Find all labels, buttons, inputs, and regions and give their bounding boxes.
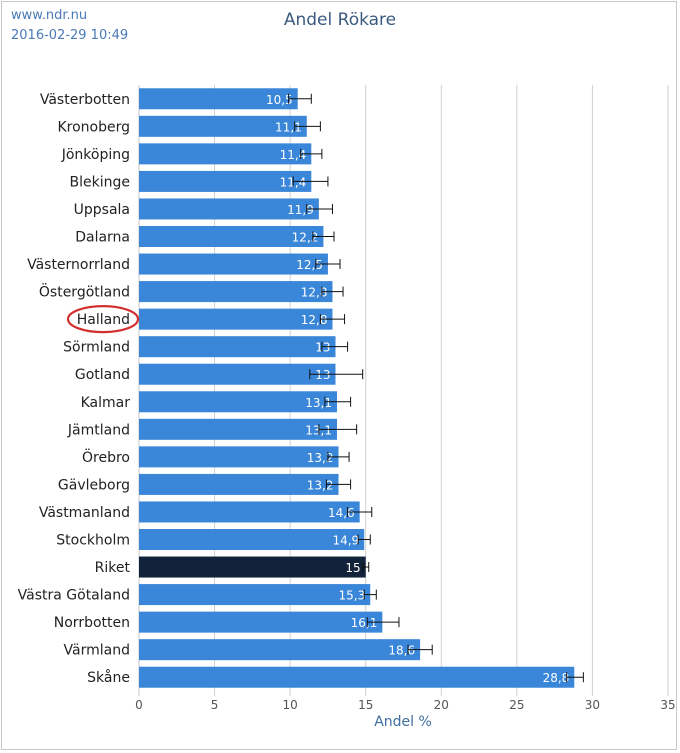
value-label: 12,2 (292, 231, 319, 245)
bar (139, 639, 421, 661)
category-label: Västerbotten (40, 92, 130, 108)
x-tick-label: 5 (211, 698, 219, 712)
bar (139, 666, 575, 688)
value-label: 14,6 (328, 506, 355, 520)
value-label: 14,9 (332, 534, 359, 548)
category-label: Östergötland (39, 283, 130, 301)
value-label: 13,1 (305, 396, 332, 410)
value-label: 13,2 (307, 478, 334, 492)
highlight-circle (66, 305, 140, 334)
category-label: Kalmar (81, 395, 131, 411)
bar (139, 170, 312, 192)
category-label: Jönköping (61, 147, 130, 163)
timestamp: 2016-02-29 10:49 (11, 28, 129, 43)
site-url[interactable]: www.ndr.nu (11, 8, 88, 23)
category-label: Riket (95, 560, 131, 576)
bar (139, 611, 383, 633)
bar (139, 336, 336, 358)
value-label: 12,5 (296, 258, 323, 272)
bar (139, 88, 298, 110)
value-label: 28,8 (543, 671, 570, 685)
category-label: Västernorrland (27, 257, 130, 273)
category-label: Västra Götaland (18, 588, 130, 604)
bar (139, 529, 365, 550)
bar (139, 198, 319, 220)
bar (139, 556, 366, 578)
category-label: Dalarna (75, 230, 130, 246)
chart-title: Andel Rökare (283, 10, 397, 30)
bar (139, 363, 336, 385)
x-tick-label: 0 (135, 698, 143, 712)
category-label: Norrbotten (54, 615, 130, 631)
value-label: 11,1 (275, 120, 302, 134)
category-label: Kronoberg (57, 119, 130, 135)
bar (139, 446, 339, 468)
category-label: Västmanland (39, 505, 130, 521)
category-label: Skåne (87, 669, 130, 686)
x-tick-label: 30 (585, 698, 600, 712)
bar (139, 501, 360, 523)
bar (139, 584, 371, 606)
x-tick-label: 25 (509, 698, 524, 712)
category-label: Värmland (64, 643, 130, 659)
category-label: Stockholm (56, 533, 130, 549)
category-label: Uppsala (74, 202, 130, 218)
bar (139, 473, 339, 495)
x-tick-label: 10 (283, 698, 298, 712)
category-label: Örebro (82, 448, 130, 466)
value-label: 15 (345, 561, 360, 575)
bar (139, 226, 324, 247)
value-label: 10,5 (266, 93, 293, 107)
x-tick-label: 20 (434, 698, 449, 712)
value-label: 13 (315, 368, 330, 382)
x-axis-label: Andel % (374, 714, 432, 730)
bar (139, 281, 333, 303)
bar (139, 115, 307, 137)
x-tick-label: 15 (358, 698, 373, 712)
bar (139, 391, 337, 413)
bar (139, 143, 312, 165)
category-label: Blekinge (70, 174, 130, 190)
category-label: Sörmland (63, 340, 130, 356)
value-label: 13 (315, 341, 330, 355)
value-label: 11,9 (287, 203, 314, 217)
value-label: 11,4 (280, 148, 307, 162)
bar (139, 308, 333, 330)
category-label: Gävleborg (58, 477, 130, 493)
category-label: Gotland (75, 367, 130, 383)
bar (139, 418, 337, 440)
value-label: 13,2 (307, 451, 334, 465)
bar (139, 253, 328, 275)
value-label: 12,8 (301, 286, 328, 300)
value-label: 15,3 (339, 589, 366, 603)
x-tick-label: 35 (660, 698, 675, 712)
category-label: Jämtland (67, 422, 130, 438)
value-label: 18,6 (388, 644, 415, 658)
value-label: 16,1 (351, 616, 378, 630)
category-label: Halland (77, 312, 130, 328)
value-label: 12,8 (301, 313, 328, 327)
